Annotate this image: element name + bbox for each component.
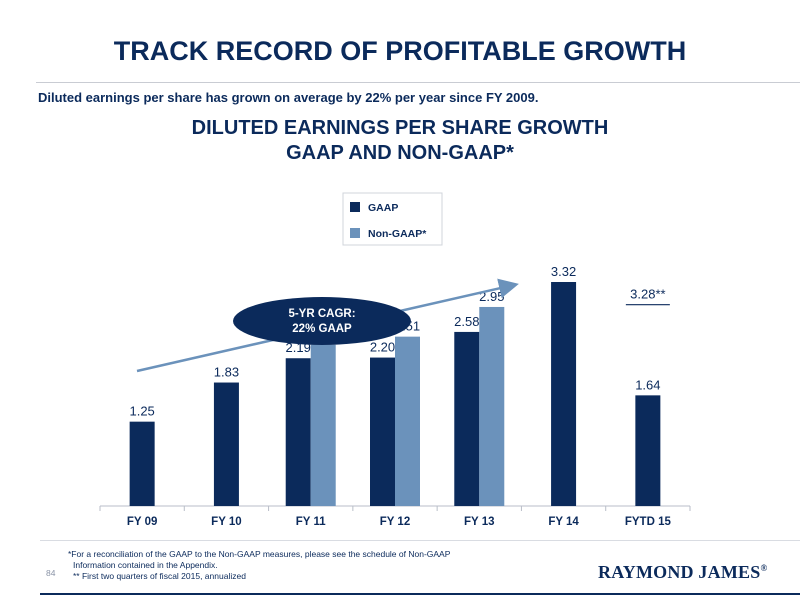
- data-label-gaap: 1.83: [214, 365, 239, 380]
- data-label-gaap: 2.20: [370, 340, 395, 355]
- legend-label-gaap: GAAP: [368, 202, 398, 214]
- chart-title: DILUTED EARNINGS PER SHARE GROWTH GAAP A…: [0, 116, 800, 166]
- cagr-ellipse: [233, 297, 411, 345]
- x-tick-label: FY 11: [296, 516, 326, 528]
- title-divider: [36, 82, 800, 83]
- bar-gaap: [370, 357, 395, 506]
- cagr-line1: 5-YR CAGR:: [288, 308, 355, 320]
- bar-gaap: [213, 382, 239, 506]
- page-title: TRACK RECORD OF PROFITABLE GROWTH: [113, 36, 687, 66]
- bar-gaap: [551, 282, 577, 506]
- x-tick-label: FY 13: [464, 516, 494, 528]
- bar-gaap: [454, 331, 480, 506]
- page-subtitle: Diluted earnings per share has grown on …: [38, 90, 539, 105]
- bar-non-gaap: [395, 336, 420, 506]
- data-label-gaap: 2.58: [454, 314, 479, 329]
- bar-gaap: [129, 421, 155, 506]
- footnote-line3: ** First two quarters of fiscal 2015, an…: [73, 571, 246, 581]
- data-label-gaap: 3.32: [551, 264, 576, 279]
- data-label-gaap: 1.25: [129, 404, 154, 419]
- cagr-line2: 22% GAAP: [292, 323, 352, 335]
- bar-non-gaap: [310, 344, 336, 506]
- bar-gaap: [635, 395, 661, 506]
- legend-swatch-non-gaap: [350, 228, 360, 238]
- x-tick-label: FYTD 15: [625, 516, 672, 528]
- footnote: *For a reconciliation of the GAAP to the…: [68, 549, 450, 582]
- footnote-line1: *For a reconciliation of the GAAP to the…: [68, 549, 451, 559]
- x-tick-label: FY 10: [211, 516, 241, 528]
- annualized-label: 3.28**: [630, 287, 665, 302]
- chart-title-line2: GAAP AND NON-GAAP*: [286, 142, 514, 164]
- legend-swatch-gaap: [350, 202, 360, 212]
- footer-bar: [40, 593, 800, 595]
- x-tick-label: FY 14: [548, 516, 579, 528]
- registered-mark: ®: [760, 563, 768, 573]
- data-label-gaap: 1.64: [635, 377, 660, 392]
- bar-gaap: [285, 358, 311, 506]
- page-number: 84: [46, 568, 56, 578]
- footer-rule: [40, 540, 800, 541]
- footnote-line2: Information contained in the Appendix.: [73, 560, 218, 570]
- x-tick-label: FY 12: [380, 516, 410, 528]
- bar-non-gaap: [479, 306, 505, 506]
- x-tick-label: FY 09: [127, 516, 157, 528]
- raymond-james-logo: RAYMOND JAMES®: [598, 562, 767, 583]
- logo-text: RAYMOND JAMES: [598, 562, 761, 582]
- legend-label-non-gaap: Non-GAAP*: [368, 228, 427, 240]
- chart-title-line1: DILUTED EARNINGS PER SHARE GROWTH: [191, 117, 609, 139]
